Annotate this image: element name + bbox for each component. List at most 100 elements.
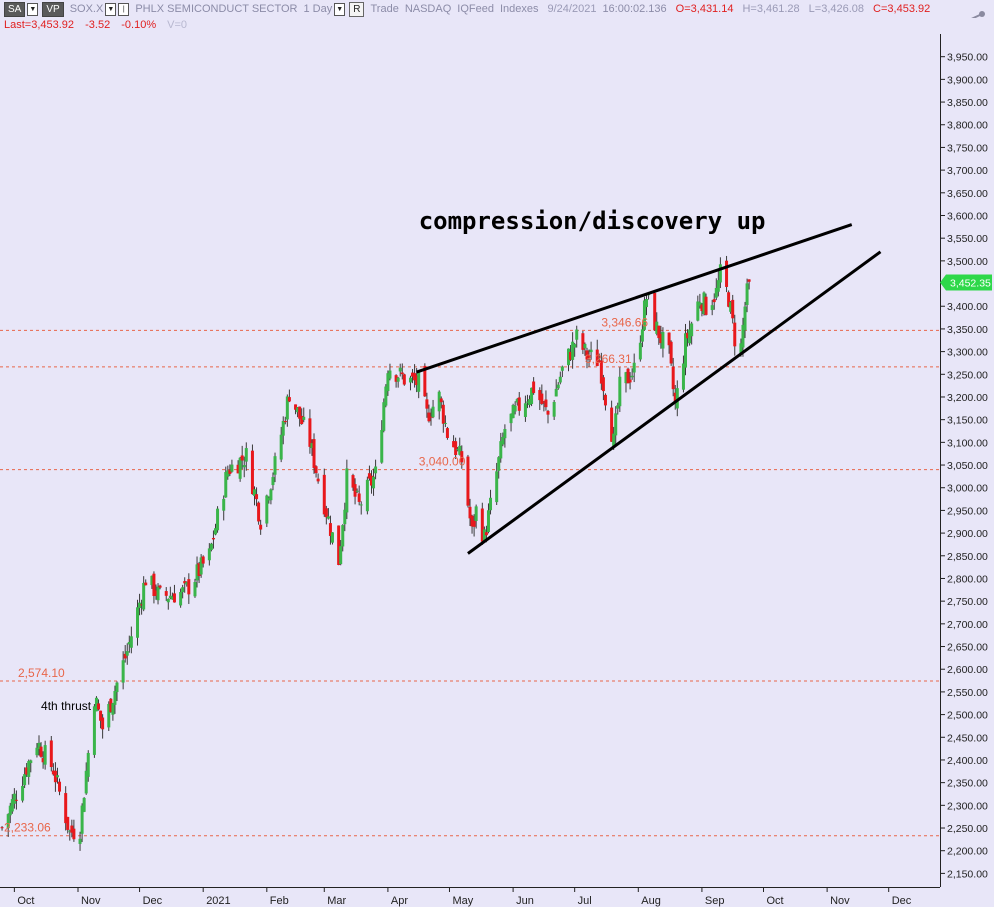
tab-sa[interactable]: SA — [4, 1, 26, 17]
trendline-lower[interactable] — [467, 250, 882, 555]
candle-down — [538, 390, 542, 401]
annotation-note: 4th thrust — [41, 699, 92, 713]
candle-up — [618, 376, 622, 407]
price-tick-label: 3,950.00 — [947, 52, 988, 64]
candle-up — [616, 405, 620, 409]
price-tick-label: 3,000.00 — [947, 483, 988, 495]
candle-up — [285, 396, 289, 420]
candle-up — [23, 774, 27, 786]
close-value: C=3,453.92 — [873, 3, 931, 15]
candle-up — [515, 399, 519, 403]
symbol-label[interactable]: SOX.X — [69, 3, 104, 15]
candle-up — [84, 770, 88, 794]
candle-up — [474, 506, 478, 522]
interval-dropdown-icon[interactable]: ▼ — [334, 2, 346, 16]
candle-down — [154, 590, 158, 596]
candle-down — [452, 441, 456, 448]
price-tick-label: 3,750.00 — [947, 142, 988, 154]
candle-down — [72, 828, 76, 840]
candle-down — [484, 532, 488, 536]
candle-up — [365, 479, 369, 512]
candle-down — [328, 523, 332, 536]
candle-up — [583, 343, 587, 349]
price-tick-label: 2,250.00 — [947, 823, 988, 835]
price-tick-label: 2,950.00 — [947, 505, 988, 517]
r-button[interactable]: R — [349, 1, 365, 17]
candle-up — [503, 428, 507, 439]
candle-down — [39, 746, 43, 757]
trendline-upper[interactable] — [416, 223, 853, 374]
candle-down — [152, 573, 156, 597]
candle-down — [369, 475, 373, 486]
time-label: 16:00:02.136 — [602, 3, 667, 15]
price-tick-label: 2,700.00 — [947, 619, 988, 631]
candle-up — [530, 387, 534, 404]
candle-up — [214, 528, 218, 535]
candle-down — [228, 470, 232, 474]
candle-up — [513, 405, 517, 412]
candle-up — [374, 466, 378, 474]
candle-up — [511, 405, 515, 419]
symbol-dropdown-icon[interactable]: ▼ — [105, 2, 117, 16]
candle-down — [427, 412, 431, 422]
candle-up — [345, 468, 349, 513]
candle-up — [21, 785, 25, 801]
candle-down — [324, 508, 328, 518]
candle-up — [612, 433, 616, 448]
candle-up — [614, 413, 618, 436]
time-tick-label: Apr — [391, 895, 408, 907]
price-tick-label: 2,500.00 — [947, 710, 988, 722]
candle-down — [255, 494, 259, 500]
price-tick-label: 3,200.00 — [947, 392, 988, 404]
price-tick-label: 2,400.00 — [947, 755, 988, 767]
candle-up — [443, 422, 447, 424]
candle-down — [400, 372, 404, 375]
candle-up — [499, 441, 503, 459]
candle-up — [645, 299, 649, 308]
candle-down — [298, 406, 302, 419]
symbol-info-icon[interactable]: | — [118, 2, 130, 16]
candle-up — [528, 399, 532, 406]
price-tick-label: 2,850.00 — [947, 551, 988, 563]
candle-down — [337, 525, 341, 565]
candle-up — [655, 321, 659, 334]
candle-down — [257, 502, 261, 522]
candle-up — [552, 401, 556, 417]
candle-down — [66, 816, 70, 830]
candle-down — [542, 401, 546, 403]
candle-down — [454, 441, 458, 456]
candle-up — [216, 508, 220, 531]
candle-up — [113, 691, 117, 705]
dropdown-arrow-icon[interactable]: ▼ — [27, 2, 39, 16]
time-tick-label: 2021 — [206, 895, 230, 907]
candle-up — [343, 509, 347, 525]
candle-up — [55, 775, 59, 778]
candle-up — [121, 660, 125, 683]
price-tick-label: 3,050.00 — [947, 460, 988, 472]
candle-up — [523, 403, 527, 417]
price-tick-label: 3,100.00 — [947, 437, 988, 449]
candle-up — [632, 362, 636, 373]
candle-down — [599, 360, 603, 384]
candle-up — [684, 333, 688, 368]
candle-up — [226, 470, 230, 477]
time-tick-label: Jul — [578, 895, 592, 907]
time-tick-label: Oct — [766, 895, 783, 907]
candle-up — [661, 332, 665, 349]
time-tick-label: May — [452, 895, 473, 907]
candle-down — [712, 299, 716, 303]
price-axis-area — [940, 18, 994, 907]
candle-down — [411, 372, 415, 377]
candle-up — [27, 761, 31, 777]
type-label: Trade — [370, 3, 399, 15]
candle-down — [667, 332, 671, 346]
candle-down — [569, 351, 573, 360]
candle-down — [628, 379, 632, 383]
candle-up — [271, 477, 275, 486]
candle-up — [302, 416, 306, 420]
tab-vp[interactable]: VP — [42, 1, 64, 17]
candle-down — [300, 415, 304, 425]
interval-label[interactable]: 1 Day — [303, 3, 333, 15]
